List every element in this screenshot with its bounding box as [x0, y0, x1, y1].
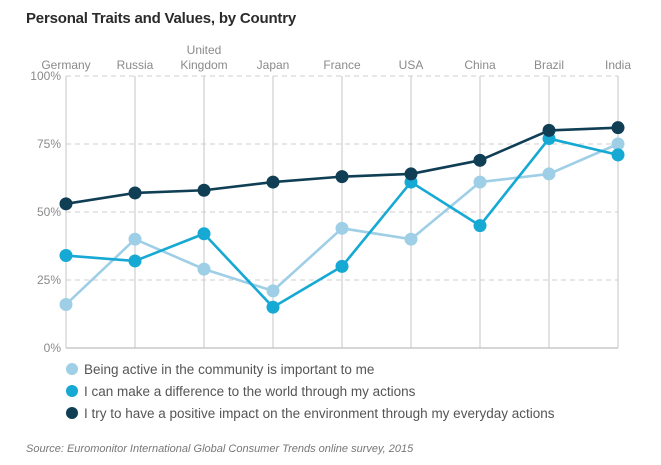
legend-swatch-community [66, 363, 78, 375]
data-point-series-1 [335, 259, 349, 273]
data-point-series-0 [611, 137, 625, 151]
data-point-series-2 [542, 123, 556, 137]
legend-item-community: Being active in the community is importa… [66, 358, 555, 380]
x-category-label: Germany [41, 58, 90, 72]
y-tick-label: 0% [44, 341, 62, 355]
data-point-series-2 [335, 170, 349, 184]
x-category-label: Japan [257, 58, 290, 72]
x-category-label: USA [399, 58, 424, 72]
data-point-series-1 [197, 227, 211, 241]
chart-title: Personal Traits and Values, by Country [26, 10, 296, 27]
x-category-label: Russia [117, 58, 154, 72]
x-category-label: Kingdom [180, 58, 227, 72]
legend-item-environment: I try to have a positive impact on the e… [66, 402, 555, 424]
legend: Being active in the community is importa… [66, 358, 555, 424]
y-tick-label: 75% [37, 137, 61, 151]
source-note: Source: Euromonitor International Global… [26, 443, 414, 455]
x-category-label: United [187, 43, 222, 57]
data-point-series-1 [128, 254, 142, 268]
legend-swatch-difference [66, 385, 78, 397]
data-point-series-0 [197, 262, 211, 276]
x-category-label: India [605, 58, 631, 72]
data-point-series-0 [404, 232, 418, 246]
legend-item-difference: I can make a difference to the world thr… [66, 380, 555, 402]
y-tick-label: 50% [37, 205, 61, 219]
data-point-series-0 [542, 167, 556, 181]
data-point-series-2 [473, 153, 487, 167]
data-point-series-0 [59, 297, 73, 311]
x-category-label: Brazil [534, 58, 564, 72]
data-point-series-0 [335, 221, 349, 235]
data-point-series-1 [473, 219, 487, 233]
legend-label-difference: I can make a difference to the world thr… [84, 383, 416, 399]
legend-swatch-environment [66, 407, 78, 419]
legend-label-environment: I try to have a positive impact on the e… [84, 405, 555, 421]
data-point-series-1 [611, 148, 625, 162]
data-point-series-0 [266, 284, 280, 298]
y-tick-label: 25% [37, 273, 61, 287]
data-point-series-0 [128, 232, 142, 246]
data-point-series-2 [404, 167, 418, 181]
data-point-series-0 [473, 175, 487, 189]
legend-label-community: Being active in the community is importa… [84, 361, 375, 377]
data-point-series-1 [59, 249, 73, 263]
x-category-label: France [323, 58, 361, 72]
data-point-series-2 [611, 121, 625, 135]
y-tick-label: 100% [30, 69, 61, 83]
data-point-series-1 [266, 300, 280, 314]
x-category-label: China [464, 58, 496, 72]
line-chart: 0% 25% 50% 75% 100%Germany Russia UnitedKingdo… [30, 43, 631, 355]
data-point-series-2 [59, 197, 73, 211]
data-point-series-2 [266, 175, 280, 189]
data-point-series-2 [128, 186, 142, 200]
data-point-series-2 [197, 183, 211, 197]
